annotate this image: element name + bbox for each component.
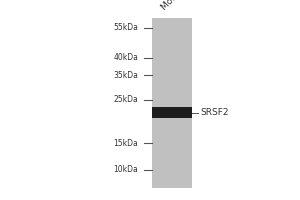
Text: 55kDa: 55kDa <box>113 23 138 32</box>
Text: 15kDa: 15kDa <box>113 138 138 148</box>
Text: Mouse lung: Mouse lung <box>160 0 203 12</box>
Text: 25kDa: 25kDa <box>113 96 138 104</box>
Bar <box>152 18 192 188</box>
Text: SRSF2: SRSF2 <box>200 108 229 117</box>
Text: 40kDa: 40kDa <box>113 53 138 62</box>
Bar <box>152 107 192 118</box>
Text: 35kDa: 35kDa <box>113 71 138 79</box>
Text: 10kDa: 10kDa <box>113 166 138 174</box>
